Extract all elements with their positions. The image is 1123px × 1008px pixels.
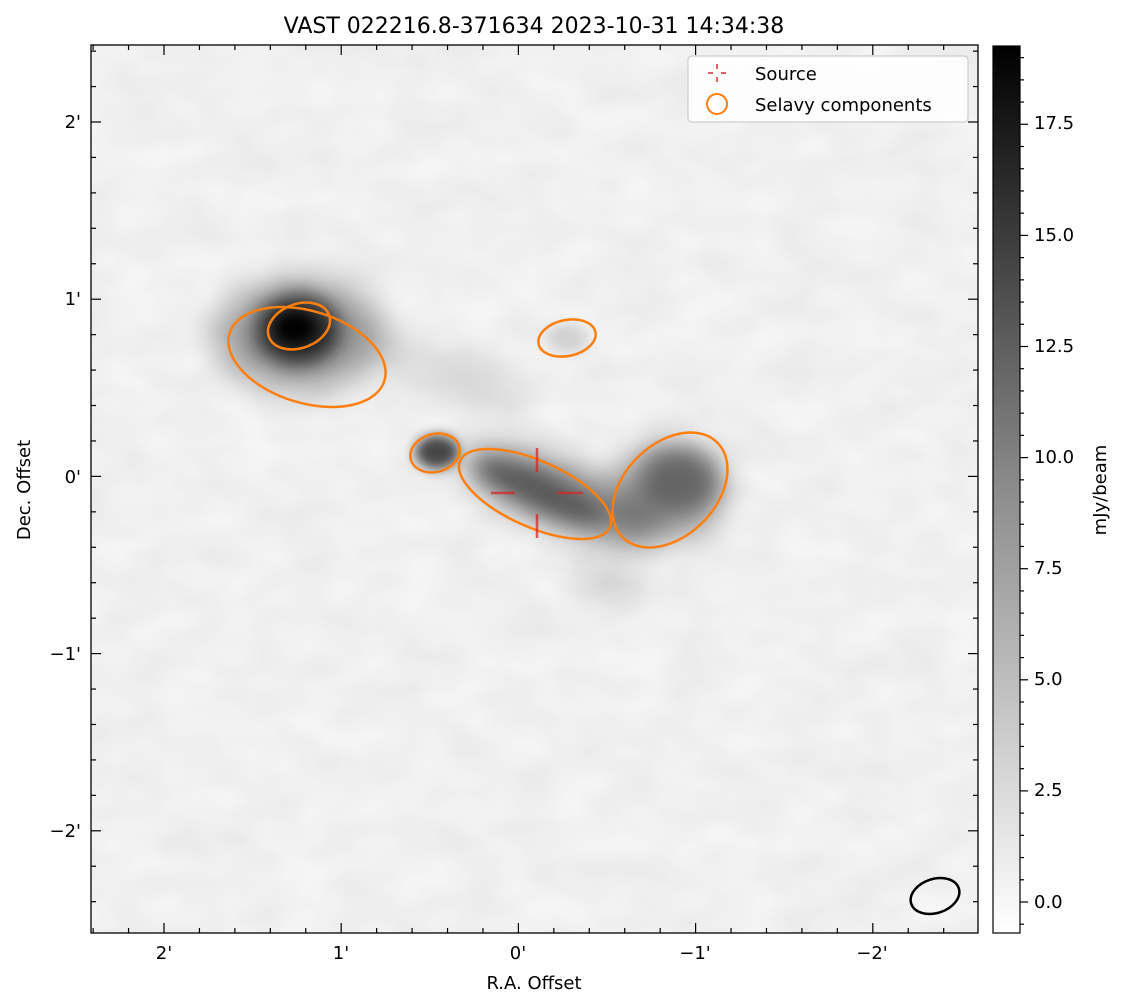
y-axis-label: Dec. Offset <box>14 440 35 540</box>
x-tick-labels: 2' 1' 0' −1' −2' <box>156 943 888 964</box>
component-ellipse[interactable] <box>535 314 599 361</box>
y-tick-label: −1' <box>50 644 81 665</box>
x-tick-label: −1' <box>679 943 710 964</box>
legend-source-marker <box>708 64 726 82</box>
colorbar-gradient <box>993 46 1020 933</box>
y-tick-label: −2' <box>50 821 81 842</box>
x-axis-label: R.A. Offset <box>486 973 581 994</box>
colorbar-tick-label: 7.5 <box>1034 558 1063 579</box>
colorbar-tick-label: 10.0 <box>1034 447 1074 468</box>
x-tick-label: −2' <box>856 943 887 964</box>
plot-title: VAST 022216.8-371634 2023-10-31 14:34:38 <box>284 14 785 39</box>
y-tick-labels: 2' 1' 0' −1' −2' <box>50 112 81 842</box>
selavy-components <box>216 289 750 570</box>
component-ellipse[interactable] <box>406 428 464 478</box>
y-tick-label: 1' <box>65 289 81 310</box>
legend: Source Selavy components <box>687 55 969 123</box>
component-ellipse[interactable] <box>216 289 398 424</box>
colorbar: 17.5 15.0 12.5 10.0 7.5 5.0 2.5 0.0 mJy/… <box>992 45 1111 934</box>
radio-image <box>91 45 978 933</box>
component-ellipse[interactable] <box>590 410 750 570</box>
y-tick-label: 2' <box>65 112 81 133</box>
beam-ellipse <box>909 876 961 916</box>
x-tick-label: 1' <box>333 943 349 964</box>
colorbar-tick-label: 5.0 <box>1034 669 1063 690</box>
x-tick-label: 0' <box>510 943 526 964</box>
colorbar-tick-label: 12.5 <box>1034 336 1074 357</box>
legend-source-label: Source <box>755 64 817 85</box>
x-tick-label: 2' <box>156 943 172 964</box>
colorbar-tick-label: 2.5 <box>1034 780 1063 801</box>
colorbar-tick-label: 15.0 <box>1034 225 1074 246</box>
colorbar-label: mJy/beam <box>1090 445 1111 536</box>
axis-ticks <box>91 45 978 933</box>
colorbar-tick-label: 17.5 <box>1034 113 1074 134</box>
component-ellipse[interactable] <box>447 431 624 558</box>
legend-components-label: Selavy components <box>755 95 932 116</box>
legend-component-marker <box>706 93 728 115</box>
plot-frame <box>90 44 979 934</box>
colorbar-tick-label: 0.0 <box>1034 892 1063 913</box>
component-ellipse[interactable] <box>261 294 336 357</box>
source-marker[interactable] <box>491 448 583 538</box>
y-tick-label: 0' <box>65 467 81 488</box>
